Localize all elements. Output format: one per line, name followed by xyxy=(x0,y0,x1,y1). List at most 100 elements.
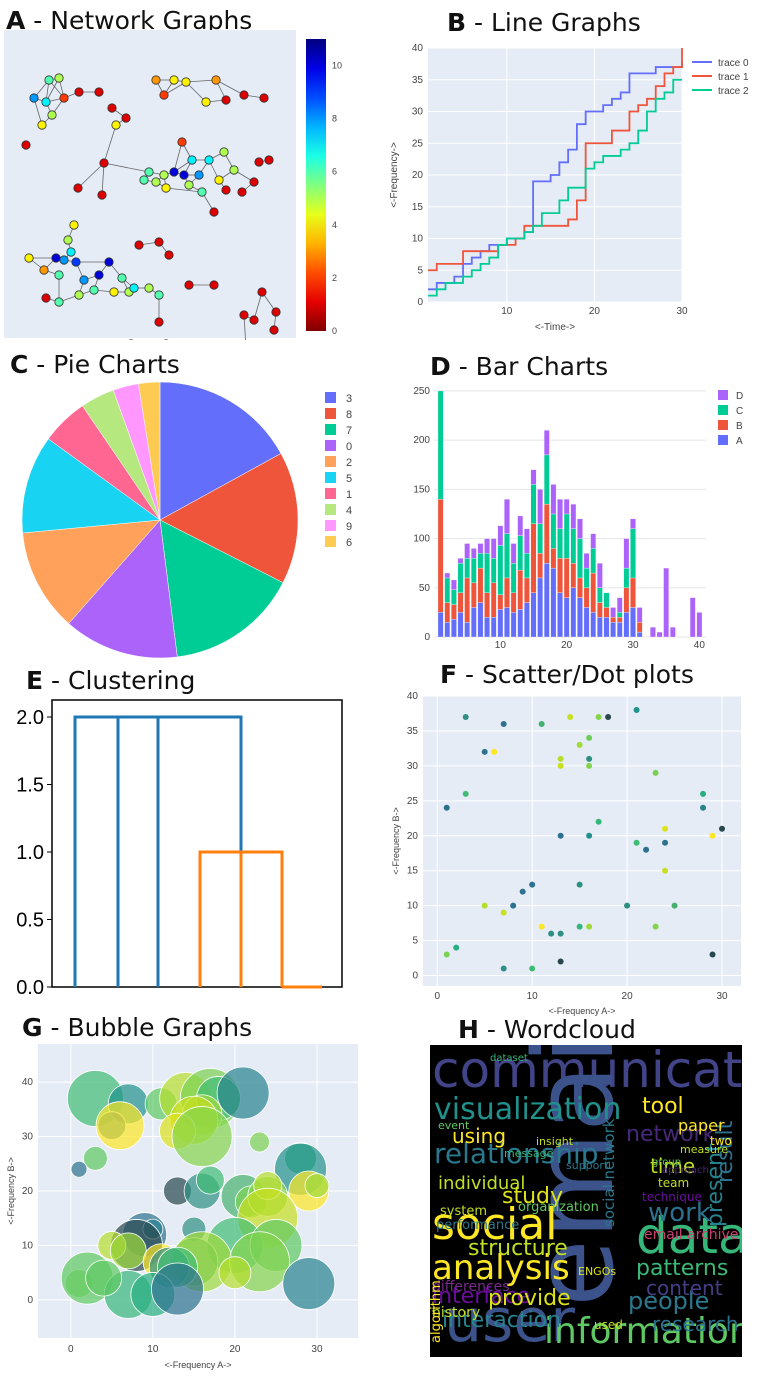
network-node xyxy=(37,120,47,130)
colorbar-tick-label: 0 xyxy=(332,326,337,336)
scatter-point xyxy=(709,951,716,958)
dendrogram-chart: 0.0 0.5 1.0 1.5 2.0 xyxy=(16,699,343,999)
line-series-0 xyxy=(428,60,683,291)
bar-segment xyxy=(577,538,583,579)
bubble-chart: 0 10 20 30 40 0 10 20 30 <-Frequency A-> <-Frequen… xyxy=(6,1044,358,1370)
network-node xyxy=(144,283,154,293)
pie-legend-swatch xyxy=(325,456,336,467)
scatter-point xyxy=(595,713,602,720)
network-node xyxy=(184,180,194,190)
bar-segment xyxy=(623,612,630,638)
network-node xyxy=(39,265,49,275)
line-graph: 0 5 10 15 20 25 30 35 40 10 20 30 trace 0 trace 1 trac… xyxy=(389,43,749,333)
bubble-ytick-label: 40 xyxy=(22,1077,34,1088)
pie-slice xyxy=(21,438,161,534)
line-xtick-label: 30 xyxy=(676,306,688,317)
pie-slice xyxy=(159,453,299,583)
line-ytick-label: 25 xyxy=(412,138,424,149)
bar-segment xyxy=(451,619,457,638)
pie-slice xyxy=(68,519,178,659)
network-node xyxy=(41,293,51,303)
wordcloud-word: content xyxy=(646,1276,723,1300)
colorbar-tick-label: 10 xyxy=(332,61,342,71)
bar-segment xyxy=(543,430,550,456)
bar-segment xyxy=(484,592,490,618)
network-node xyxy=(94,270,104,280)
network-node xyxy=(271,307,281,317)
bar-segment xyxy=(550,513,557,549)
bubble-point xyxy=(70,1160,88,1178)
bubble-ytick-label: 0 xyxy=(27,1295,33,1306)
bar-segment xyxy=(444,602,451,623)
bar-segment xyxy=(563,513,570,559)
line-xlabel: <-Time-> xyxy=(535,322,575,333)
bar-segment xyxy=(550,567,557,638)
network-edge xyxy=(173,141,183,173)
scatter-ytick-label: 30 xyxy=(407,761,419,772)
pie-legend-swatch xyxy=(325,392,336,403)
legend-label: trace 2 xyxy=(718,86,749,97)
bubble-ytick-label: 20 xyxy=(22,1186,34,1197)
bar-segment xyxy=(636,631,643,638)
wordcloud-word: system xyxy=(440,1204,487,1219)
wordcloud-word: social xyxy=(432,1199,557,1250)
scatter-point xyxy=(652,769,659,776)
bubble-point xyxy=(85,1259,123,1297)
network-edge xyxy=(103,124,117,164)
dendro-ytick-label: 1.0 xyxy=(16,842,44,864)
network-node xyxy=(214,175,224,185)
bar-segment xyxy=(650,627,656,638)
bar-segment xyxy=(471,548,477,559)
scatter-point xyxy=(462,713,469,720)
network-node xyxy=(73,183,83,193)
bar-segment xyxy=(464,622,470,638)
panel-c-title: C - Pie Charts xyxy=(10,350,180,379)
pie-legend-label: 8 xyxy=(346,409,352,421)
wordcloud-word: differences xyxy=(432,1279,510,1295)
network-edge xyxy=(215,79,245,96)
network-edge xyxy=(253,291,263,321)
bar-segment xyxy=(477,567,484,603)
scatter-plot-area xyxy=(423,696,741,986)
network-node xyxy=(54,297,64,307)
scatter-point xyxy=(529,965,536,972)
line-series-2 xyxy=(428,78,682,297)
wordcloud-word: support xyxy=(566,1159,609,1172)
bubble-point xyxy=(218,1256,252,1290)
wordcloud-word: email archive xyxy=(644,1227,738,1243)
scatter-point xyxy=(586,734,593,741)
scatter-point xyxy=(443,951,450,958)
bar-segment xyxy=(477,543,484,554)
network-node xyxy=(197,187,207,197)
bar-segment xyxy=(490,617,497,638)
bar-segment xyxy=(543,454,550,505)
scatter-point xyxy=(662,839,669,846)
network-node xyxy=(74,290,84,300)
network-node xyxy=(269,325,279,335)
bar-segment xyxy=(636,622,643,633)
legend-label: trace 0 xyxy=(718,58,749,69)
bar-legend-label: C xyxy=(736,406,743,417)
bar-segment xyxy=(563,558,570,598)
bar-segment xyxy=(504,577,510,608)
scatter-point xyxy=(633,839,640,846)
network-node xyxy=(51,253,61,263)
bar-ytick-label: 0 xyxy=(424,632,430,643)
scatter-point xyxy=(595,818,602,825)
wordcloud-word: communication xyxy=(432,1045,742,1099)
wordcloud-word: social network xyxy=(600,1118,618,1227)
wordcloud-word: structure xyxy=(468,1236,568,1261)
bar-segment xyxy=(570,503,577,529)
bar-segment xyxy=(471,607,477,638)
bar-segment xyxy=(616,622,623,638)
scatter-point xyxy=(586,832,593,839)
bar-segment xyxy=(663,567,669,638)
bar-segment xyxy=(616,597,623,613)
network-node xyxy=(179,170,189,180)
bar-segment xyxy=(603,592,610,608)
bar-segment xyxy=(457,612,464,638)
network-node xyxy=(41,97,51,107)
network-node xyxy=(63,235,73,245)
wordcloud-word: patterns xyxy=(636,1256,728,1281)
pie-legend-swatch xyxy=(325,424,336,435)
